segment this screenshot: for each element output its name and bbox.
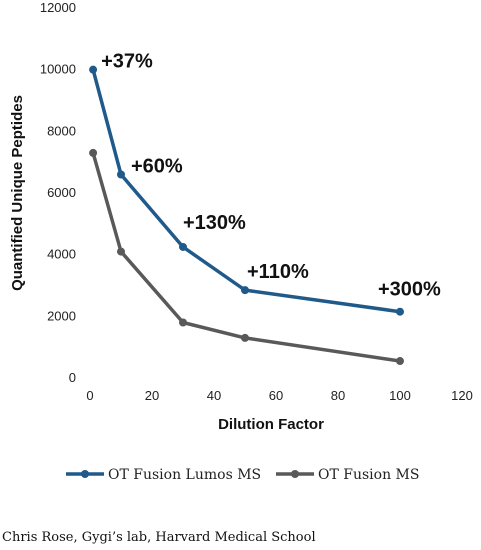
annotation-label: +300% [378, 279, 441, 301]
legend-label: OT Fusion Lumos MS [108, 467, 261, 483]
x-tick-label: 80 [331, 388, 345, 403]
x-axis-title: Dilution Factor [218, 416, 324, 433]
data-point [89, 148, 98, 157]
data-point [89, 65, 98, 74]
y-tick-label: 2000 [47, 308, 76, 323]
data-point [179, 242, 187, 251]
annotation-label: +37% [101, 51, 153, 73]
legend-label: OT Fusion MS [318, 467, 419, 483]
y-tick-label: 10000 [40, 62, 76, 77]
data-point [117, 170, 125, 179]
y-tick-label: 12000 [40, 0, 76, 15]
y-tick-label: 8000 [47, 123, 76, 138]
x-tick-label: 60 [269, 388, 283, 403]
data-point [117, 247, 125, 256]
y-tick-label: 4000 [47, 247, 76, 262]
annotation-label: +60% [131, 156, 183, 178]
series-line [91, 152, 401, 363]
data-point [396, 357, 404, 366]
line-chart: 0 2000 4000 6000 8000 10000 12000 0 20 40 60 80 100 1… [9, 0, 473, 483]
data-point [241, 333, 249, 342]
credit-text: Chris Rose, Gygi’s lab, Harvard Medical … [2, 530, 316, 545]
legend-marker [291, 470, 299, 478]
x-tick-label: 40 [207, 388, 221, 403]
x-tick-label: 100 [389, 388, 411, 403]
y-axis-title: Quantified Unique Peptides [9, 95, 26, 291]
x-tick-label: 20 [145, 388, 159, 403]
y-tick-label: 6000 [47, 185, 76, 200]
x-tick-label: 0 [86, 388, 93, 403]
y-tick-label: 0 [69, 370, 76, 385]
data-point [241, 286, 249, 295]
data-point [396, 307, 404, 316]
annotation-label: +130% [183, 212, 246, 234]
x-tick-label: 120 [451, 388, 473, 403]
data-point [179, 318, 187, 327]
annotation-label: +110% [247, 261, 309, 283]
legend-marker [81, 470, 89, 478]
